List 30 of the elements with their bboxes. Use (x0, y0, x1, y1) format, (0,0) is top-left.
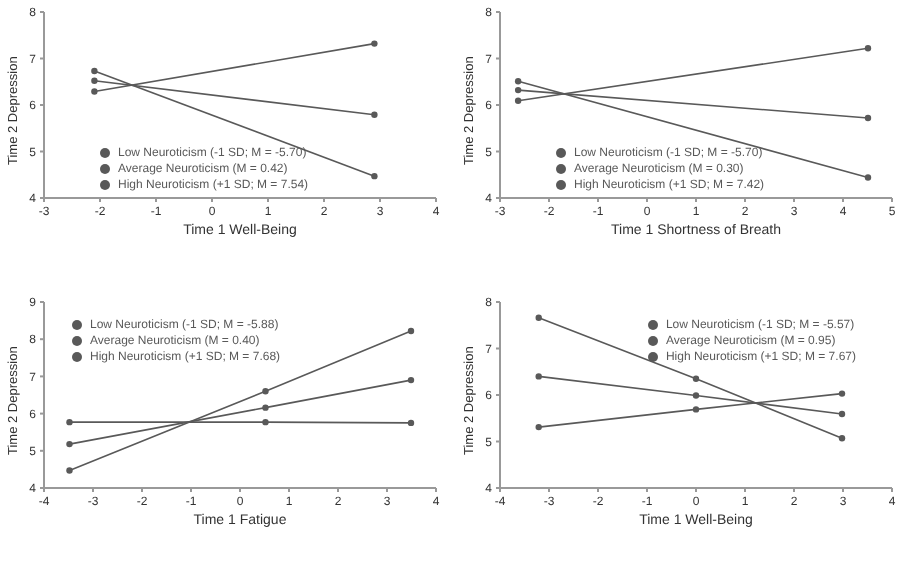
point (407, 327, 415, 335)
point (66, 418, 73, 426)
point (535, 314, 542, 322)
point (864, 45, 872, 52)
point (692, 406, 700, 413)
point (838, 410, 846, 418)
point (407, 419, 415, 427)
point (91, 77, 98, 85)
point (371, 172, 378, 180)
point (91, 88, 98, 95)
point (864, 114, 872, 122)
point (838, 435, 846, 442)
point (262, 404, 269, 411)
point (535, 373, 542, 380)
point (864, 174, 872, 181)
point (371, 40, 378, 47)
point (514, 86, 522, 94)
point (514, 78, 522, 85)
point (535, 423, 542, 431)
point (514, 97, 522, 105)
point (692, 392, 700, 399)
point (407, 376, 415, 384)
point (262, 388, 269, 395)
point (692, 375, 700, 382)
point (838, 390, 846, 397)
point (66, 440, 73, 448)
point (91, 67, 98, 75)
point (371, 111, 378, 118)
point (66, 467, 73, 474)
point (262, 418, 269, 426)
